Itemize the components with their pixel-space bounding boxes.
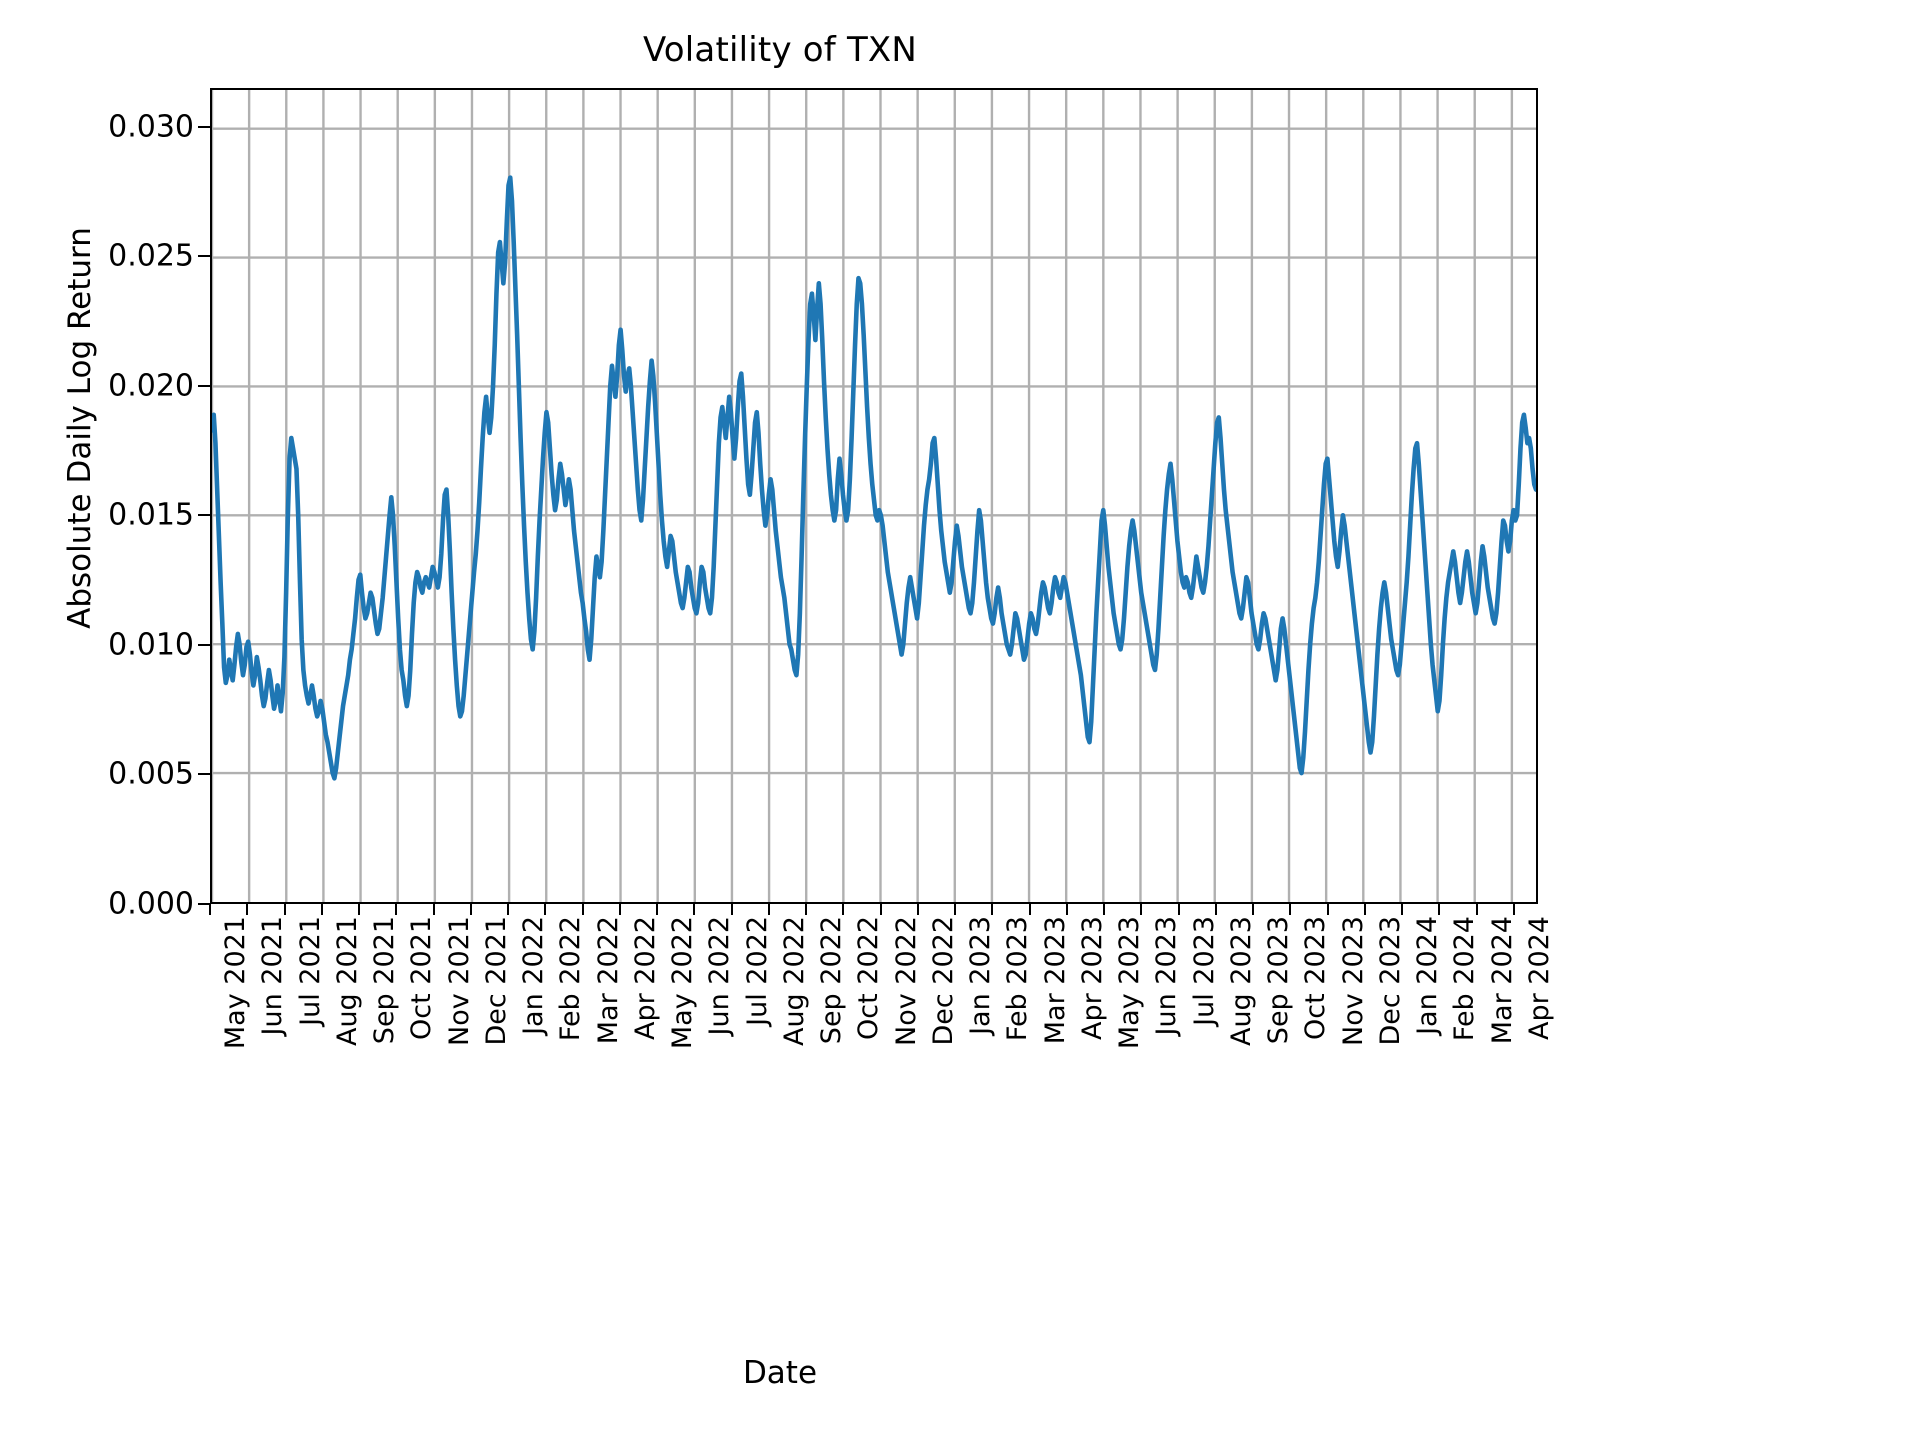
x-tick-label: Dec 2023: [1374, 916, 1406, 1046]
x-tick-mark: [1401, 904, 1404, 915]
x-tick-label: Jan 2024: [1412, 916, 1444, 1035]
x-tick-mark: [1028, 904, 1031, 915]
x-tick-mark: [1438, 904, 1441, 915]
x-tick-label: Jan 2023: [965, 916, 997, 1035]
x-tick-mark: [1177, 904, 1180, 915]
x-tick-mark: [805, 904, 808, 915]
x-tick-mark: [1140, 904, 1143, 915]
grid-lines: [212, 90, 1536, 902]
x-tick-label: Sep 2021: [369, 916, 400, 1045]
x-tick-mark: [1512, 904, 1515, 915]
x-tick-mark: [767, 904, 770, 915]
x-tick-label: Nov 2021: [443, 916, 475, 1046]
x-tick-label: Oct 2022: [853, 916, 885, 1040]
x-tick-label: Dec 2021: [480, 916, 512, 1046]
y-tick-label: 0.020: [108, 368, 194, 404]
x-tick-label: Sep 2023: [1263, 916, 1295, 1045]
x-tick-label: Sep 2022: [816, 916, 848, 1045]
y-tick-mark: [198, 255, 210, 258]
x-tick-mark: [469, 904, 472, 915]
x-tick-mark: [320, 904, 323, 915]
x-tick-mark: [1065, 904, 1068, 915]
x-tick-mark: [916, 904, 919, 915]
x-tick-mark: [246, 904, 249, 915]
x-tick-mark: [842, 904, 845, 915]
x-tick-mark: [730, 904, 733, 915]
x-tick-label: Feb 2024: [1449, 916, 1481, 1042]
x-tick-label: Feb 2023: [1002, 916, 1034, 1042]
x-tick-label: Aug 2023: [1225, 916, 1257, 1047]
x-tick-mark: [283, 904, 286, 915]
x-tick-label: Oct 2023: [1300, 916, 1332, 1040]
y-tick-label: 0.000: [108, 886, 194, 922]
x-tick-label: Aug 2022: [778, 916, 810, 1047]
y-axis-label: Absolute Daily Log Return: [62, 227, 98, 629]
x-tick-mark: [1214, 904, 1217, 915]
x-tick-label: Feb 2022: [555, 916, 587, 1042]
x-tick-mark: [358, 904, 360, 915]
x-tick-mark: [1475, 904, 1478, 915]
x-tick-label: Mar 2023: [1039, 916, 1071, 1045]
x-tick-label: Jul 2022: [741, 916, 773, 1026]
x-tick-label: May 2022: [667, 916, 698, 1050]
x-tick-mark: [1326, 904, 1329, 915]
y-tick-label: 0.005: [108, 756, 194, 792]
x-tick-label: Nov 2023: [1337, 916, 1369, 1046]
x-tick-label: May 2021: [220, 916, 251, 1050]
x-axis-label: Date: [742, 1355, 818, 1391]
x-tick-mark: [395, 904, 398, 915]
x-tick-label: Dec 2022: [927, 916, 959, 1046]
x-tick-label: Jun 2022: [704, 916, 736, 1036]
x-tick-label: Oct 2021: [406, 916, 438, 1040]
y-tick-label: 0.015: [108, 497, 194, 533]
x-tick-label: Mar 2022: [592, 916, 624, 1045]
x-tick-mark: [656, 904, 658, 915]
x-tick-mark: [954, 904, 957, 915]
y-tick-mark: [198, 125, 210, 128]
y-tick-mark: [198, 903, 210, 905]
x-tick-mark: [1252, 904, 1255, 915]
y-tick-mark: [198, 643, 210, 646]
x-tick-label: Jan 2022: [518, 916, 549, 1035]
y-tick-mark: [198, 773, 210, 776]
x-tick-label: Aug 2021: [331, 916, 363, 1047]
x-tick-mark: [432, 904, 435, 915]
plot-area: [210, 88, 1538, 904]
x-tick-label: Jun 2021: [257, 916, 289, 1036]
x-tick-mark: [544, 904, 547, 915]
x-tick-label: Jun 2023: [1151, 916, 1183, 1036]
y-tick-mark: [198, 514, 210, 517]
x-tick-label: Jul 2021: [294, 916, 326, 1026]
y-tick-label: 0.025: [108, 238, 194, 274]
x-tick-mark: [581, 904, 584, 915]
x-tick-mark: [693, 904, 696, 915]
volatility-line-series: [212, 90, 1536, 902]
x-tick-mark: [879, 904, 882, 915]
x-tick-label: Mar 2024: [1486, 916, 1518, 1045]
y-tick-label: 0.030: [108, 109, 194, 145]
x-tick-label: Nov 2022: [890, 916, 922, 1046]
x-tick-mark: [1289, 904, 1292, 915]
x-tick-label: May 2023: [1114, 916, 1146, 1050]
x-tick-mark: [618, 904, 621, 915]
x-tick-label: Apr 2022: [629, 916, 661, 1041]
y-tick-mark: [198, 384, 210, 387]
chart-title: Volatility of TXN: [642, 30, 918, 70]
y-tick-label: 0.010: [108, 627, 194, 663]
x-tick-label: Apr 2023: [1076, 916, 1108, 1041]
x-tick-mark: [1103, 904, 1106, 915]
x-tick-label: Jul 2023: [1188, 916, 1220, 1026]
x-tick-mark: [209, 904, 211, 915]
x-tick-mark: [991, 904, 994, 915]
x-tick-mark: [507, 904, 509, 915]
x-tick-mark: [1363, 904, 1366, 915]
x-tick-label: Apr 2024: [1523, 916, 1555, 1041]
